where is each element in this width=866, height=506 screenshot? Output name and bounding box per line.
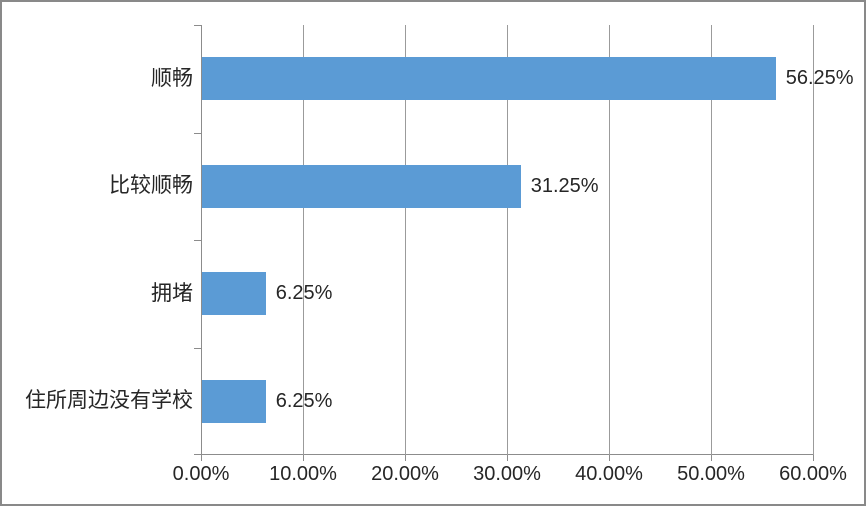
value-label: 31.25% <box>530 174 599 197</box>
bar-2 <box>202 164 521 208</box>
y-axis-tick-mark <box>194 240 201 241</box>
gridline <box>812 25 814 455</box>
value-label: 56.25% <box>785 67 854 90</box>
category-label: 比较顺畅 <box>109 174 193 198</box>
x-axis-tick-label: 20.00% <box>371 463 439 485</box>
gridline <box>506 25 508 455</box>
x-axis-tick-mark <box>302 455 304 461</box>
x-axis-tick-label: 50.00% <box>677 463 745 485</box>
x-axis-tick-label: 0.00% <box>172 463 230 485</box>
bar-3 <box>202 272 266 316</box>
value-label: 6.25% <box>275 282 333 305</box>
x-axis-tick-mark <box>812 455 814 461</box>
x-axis-tick-mark <box>404 455 406 461</box>
x-axis-tick-label: 30.00% <box>473 463 541 485</box>
x-axis-tick-label: 40.00% <box>575 463 643 485</box>
bar-4 <box>202 379 266 423</box>
y-axis-line <box>201 25 202 455</box>
bar-1 <box>202 57 776 101</box>
x-axis-tick-mark <box>710 455 712 461</box>
x-axis-tick-mark <box>506 455 508 461</box>
x-axis-tick-label: 10.00% <box>269 463 337 485</box>
y-axis-tick-mark <box>194 25 201 26</box>
y-axis-tick-mark <box>194 454 201 455</box>
x-axis-tick-mark <box>608 455 610 461</box>
category-label: 拥堵 <box>151 281 193 305</box>
gridline <box>710 25 712 455</box>
gridline <box>608 25 610 455</box>
gridline <box>302 25 304 455</box>
x-axis-tick-label: 60.00% <box>779 463 847 485</box>
y-axis-tick-mark <box>194 348 201 349</box>
category-label: 住所周边没有学校 <box>25 389 193 413</box>
gridline <box>404 25 406 455</box>
category-label: 顺畅 <box>151 66 193 90</box>
x-axis-tick-mark <box>200 455 202 461</box>
plot-area: 56.25% 31.25% 6.25% 6.25% <box>194 25 854 461</box>
value-label: 6.25% <box>275 389 333 412</box>
y-axis-tick-mark <box>194 133 201 134</box>
